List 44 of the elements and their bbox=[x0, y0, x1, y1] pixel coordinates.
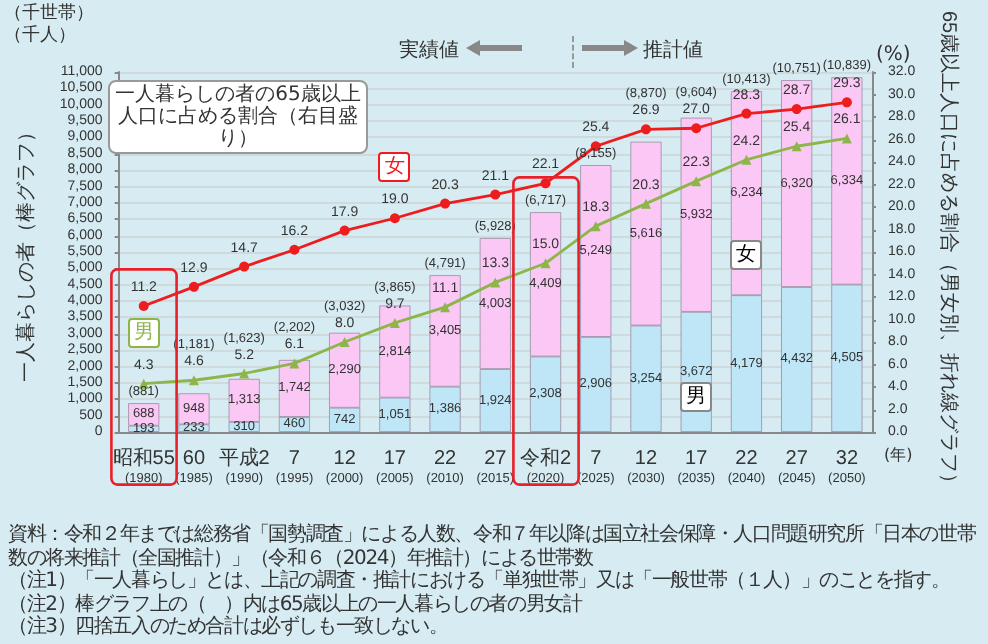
point bbox=[741, 108, 752, 119]
point bbox=[339, 225, 350, 236]
point bbox=[841, 133, 852, 144]
point bbox=[641, 124, 651, 135]
point bbox=[239, 368, 250, 379]
series-label: 女 bbox=[378, 152, 411, 183]
point bbox=[490, 189, 501, 200]
text: (年) bbox=[884, 444, 913, 466]
text: （千世帯）（千人） bbox=[4, 4, 96, 48]
series-label: 男 bbox=[127, 317, 160, 348]
text: 資料：令和２年までは総務省「国勢調査」による人数、令和７年以降は国立社会保障・人口問題研究所「日本の世帯数の将来推計（全国推計）」（令和６（2024）年推計）による世帯数 bbox=[8, 524, 978, 569]
point bbox=[490, 277, 501, 288]
point bbox=[791, 141, 802, 152]
y-axis-title: 一人暮らしの者（棒グラフ） bbox=[14, 122, 38, 382]
text: 実績値 bbox=[399, 40, 460, 62]
point bbox=[289, 358, 300, 369]
point bbox=[841, 97, 852, 108]
annotation: 一人暮らしの者の65歳以上人口に占める割合（右目盛り） bbox=[108, 80, 368, 154]
point bbox=[741, 154, 752, 165]
text: (%) bbox=[876, 44, 911, 66]
point bbox=[389, 213, 400, 224]
point bbox=[188, 281, 199, 292]
point bbox=[540, 178, 551, 189]
text: 推計値 bbox=[643, 40, 704, 62]
point bbox=[440, 198, 451, 209]
point bbox=[791, 104, 802, 115]
series-label: 男 bbox=[680, 381, 713, 412]
y2-axis-title: 65歳以上人口に占める割合（男女別、折れ線グラフ） bbox=[937, 10, 962, 494]
point bbox=[540, 258, 551, 269]
point bbox=[389, 317, 400, 328]
point bbox=[239, 261, 250, 272]
point bbox=[640, 198, 651, 209]
text: （注1）「一人暮らし」とは、上記の調査・推計における「単独世帯」又は「一般世帯（１人）」のことを指す。 bbox=[8, 570, 952, 593]
text: （注3）四捨五入のため合計は必ずしも一致しない。 bbox=[8, 616, 450, 639]
point bbox=[691, 176, 702, 187]
point bbox=[138, 301, 149, 311]
text: （注2）棒グラフ上の（ ）内は65歳以上の一人暮らしの者の男女計 bbox=[8, 593, 585, 615]
series-label: 女 bbox=[730, 240, 763, 271]
point bbox=[590, 221, 601, 232]
point bbox=[440, 302, 451, 313]
point bbox=[339, 337, 350, 347]
point bbox=[691, 123, 702, 134]
point bbox=[289, 244, 300, 255]
point bbox=[188, 375, 199, 386]
